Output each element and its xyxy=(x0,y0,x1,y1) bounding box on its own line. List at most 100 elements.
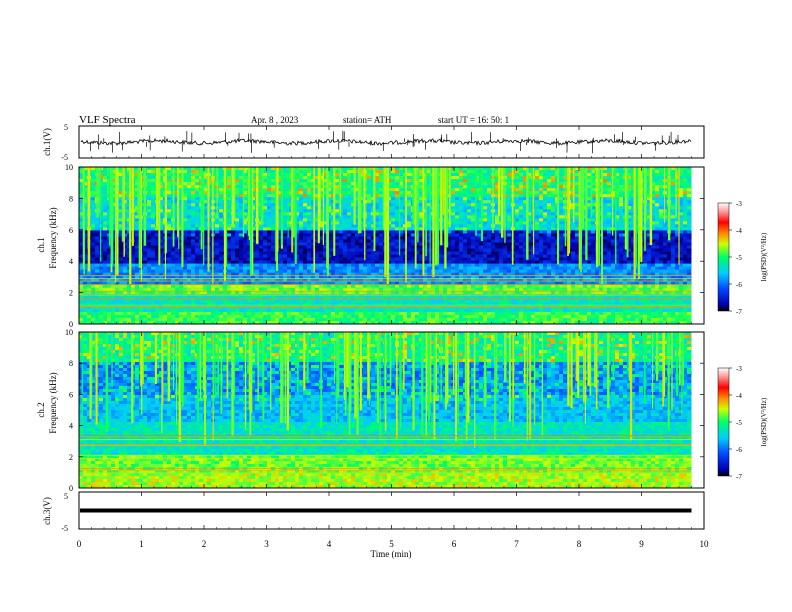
spectrogram-cell xyxy=(239,215,244,219)
spectrogram-cell xyxy=(283,236,288,240)
spectrogram-cell xyxy=(311,248,316,252)
spectrogram-cell xyxy=(551,260,556,264)
spectrogram-cell xyxy=(299,260,304,264)
spectrogram-cell xyxy=(395,239,400,243)
spectrogram-cell xyxy=(627,233,632,237)
spectrogram-cell xyxy=(219,215,224,219)
spectrogram-cell xyxy=(423,221,428,225)
spectrogram-cell xyxy=(339,200,344,204)
spectrogram-cell xyxy=(319,200,324,204)
spectrogram-cell xyxy=(307,194,312,198)
spectrogram-cell xyxy=(171,257,176,261)
spectrogram-cell xyxy=(463,245,468,249)
spectrogram-cell xyxy=(495,218,500,222)
spectrogram-cell xyxy=(315,185,320,189)
spectrogram-cell xyxy=(263,215,268,219)
spectrogram-cell xyxy=(231,233,236,237)
spectrogram-cell xyxy=(203,173,208,177)
spectrogram-cell xyxy=(83,191,88,195)
spectrogram-cell xyxy=(659,209,664,213)
spectrogram-cell xyxy=(603,239,608,243)
spectrogram-cell xyxy=(351,248,356,252)
spectrogram-cell xyxy=(603,200,608,204)
spectrogram-cell xyxy=(515,248,520,252)
spectrogram-cell xyxy=(135,212,140,216)
spectrogram-cell xyxy=(79,230,84,234)
spectrogram-cell xyxy=(519,209,524,213)
spectrogram-cell xyxy=(407,176,412,180)
spectrogram-cell xyxy=(403,197,408,201)
spectrogram-cell xyxy=(135,176,140,180)
spectrogram-cell xyxy=(419,221,424,225)
spectrogram-cell xyxy=(259,233,264,237)
spectrogram-cell xyxy=(483,260,488,264)
spectrogram-cell xyxy=(655,254,660,258)
spectrogram-cell xyxy=(183,224,188,228)
spectrogram-cell xyxy=(539,176,544,180)
spectrogram-cell xyxy=(559,242,564,246)
spectrogram-cell xyxy=(559,167,564,171)
spectrogram-cell xyxy=(327,173,332,177)
spectrogram-cell xyxy=(215,254,220,258)
spectrogram-cell xyxy=(675,221,680,225)
spectrogram-cell xyxy=(475,227,480,231)
spectrogram-cell xyxy=(315,176,320,180)
spectrogram-cell xyxy=(123,221,128,225)
spectrogram-cell xyxy=(459,215,464,219)
spectrogram-cell xyxy=(647,233,652,237)
spectrogram-cell xyxy=(91,227,96,231)
spectrogram-cell xyxy=(467,194,472,198)
spectrogram-cell xyxy=(147,176,152,180)
spectrogram-cell xyxy=(659,212,664,216)
spectrogram-cell xyxy=(451,230,456,234)
spectrogram-cell xyxy=(499,260,504,264)
spectrogram-cell xyxy=(147,173,152,177)
spectrogram-cell xyxy=(159,224,164,228)
spectrogram-cell xyxy=(459,230,464,234)
spectrogram-cell xyxy=(263,191,268,195)
spectrogram-cell xyxy=(327,215,332,219)
spectrogram-cell xyxy=(535,209,540,213)
spectrogram-cell xyxy=(603,242,608,246)
spectrogram-cell xyxy=(315,218,320,222)
spectrogram-cell xyxy=(287,170,292,174)
spectrogram-cell xyxy=(523,233,528,237)
spectrogram-cell xyxy=(399,182,404,186)
spectrogram-cell xyxy=(547,182,552,186)
spectrogram-cell xyxy=(91,242,96,246)
spectrogram-cell xyxy=(159,182,164,186)
spectrogram-cell xyxy=(339,215,344,219)
spectrogram-cell xyxy=(655,206,660,210)
spectrogram-cell xyxy=(455,233,460,237)
spectrogram-cell xyxy=(243,215,248,219)
spectrogram-cell xyxy=(539,218,544,222)
spectrogram-cell xyxy=(319,239,324,243)
spectrogram-cell xyxy=(407,254,412,258)
spectrogram-cell xyxy=(267,179,272,183)
spectrogram-cell xyxy=(479,254,484,258)
spectrogram-cell xyxy=(495,260,500,264)
spectrogram-cell xyxy=(191,200,196,204)
spectrogram-cell xyxy=(359,233,364,237)
spectrogram-cell xyxy=(311,242,316,246)
spectrogram-cell xyxy=(327,182,332,186)
spectrogram-cell xyxy=(155,257,160,261)
spectrogram-cell xyxy=(399,176,404,180)
spectrogram-cell xyxy=(423,224,428,228)
spectrogram-cell xyxy=(183,173,188,177)
spectrogram-cell xyxy=(467,230,472,234)
spectrogram-cell xyxy=(351,212,356,216)
spectrogram-cell xyxy=(311,209,316,213)
spectrogram-cell xyxy=(475,167,480,171)
spectrogram-cell xyxy=(259,230,264,234)
spectrogram-cell xyxy=(307,227,312,231)
spectrogram-cell xyxy=(395,203,400,207)
spectrogram-cell xyxy=(151,185,156,189)
spectrogram-cell xyxy=(379,191,384,195)
spectrogram-cell xyxy=(307,248,312,252)
spectrogram-cell xyxy=(375,182,380,186)
spectrogram-cell xyxy=(459,203,464,207)
spectrogram-cell xyxy=(239,236,244,240)
spectrogram-cell xyxy=(403,236,408,240)
spectrogram-cell xyxy=(459,182,464,186)
